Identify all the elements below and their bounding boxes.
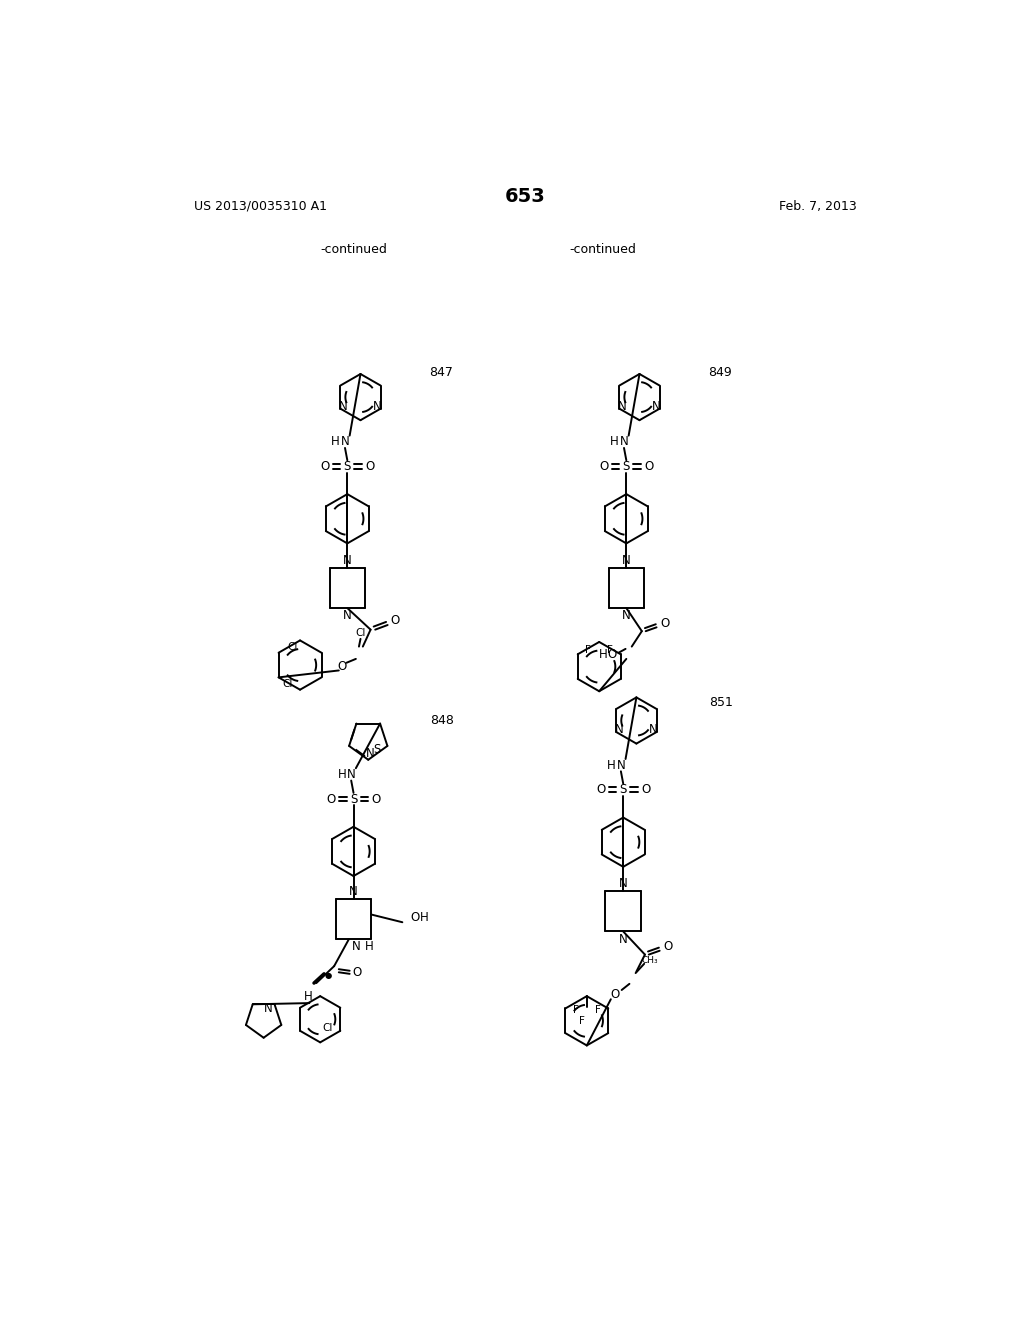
Text: O: O [644, 459, 653, 473]
Text: O: O [366, 459, 375, 473]
Text: Cl: Cl [323, 1023, 333, 1032]
Text: O: O [608, 648, 617, 661]
Text: O: O [641, 783, 650, 796]
Text: O: O [353, 966, 362, 979]
Text: N: N [343, 554, 351, 566]
Text: O: O [596, 783, 605, 796]
Text: O: O [411, 911, 420, 924]
Text: 847: 847 [429, 366, 453, 379]
Text: F: F [573, 1005, 579, 1015]
Text: N: N [618, 878, 628, 890]
Text: N: N [347, 768, 355, 781]
Text: O: O [321, 459, 330, 473]
Text: H: H [610, 436, 620, 449]
Text: N: N [339, 400, 348, 413]
Text: N: N [620, 436, 629, 449]
Text: Cl: Cl [283, 678, 293, 689]
Text: N: N [618, 933, 628, 945]
Text: H: H [332, 436, 340, 449]
Text: N: N [652, 400, 660, 413]
Text: -continued: -continued [321, 243, 387, 256]
Text: O: O [391, 614, 400, 627]
Text: S: S [623, 459, 630, 473]
Text: -continued: -continued [569, 243, 637, 256]
Text: N: N [622, 610, 631, 622]
Text: F: F [607, 644, 613, 655]
Text: US 2013/0035310 A1: US 2013/0035310 A1 [194, 199, 327, 213]
Text: F: F [595, 1005, 601, 1015]
Text: N: N [343, 610, 351, 622]
Text: O: O [327, 792, 336, 805]
Text: Feb. 7, 2013: Feb. 7, 2013 [778, 199, 856, 213]
Text: O: O [660, 616, 670, 630]
Text: N: N [264, 1002, 272, 1015]
Text: N: N [366, 747, 374, 760]
Text: N: N [341, 436, 349, 449]
Text: 848: 848 [430, 714, 454, 727]
Text: H: H [338, 768, 346, 781]
Text: 653: 653 [505, 187, 545, 206]
Text: O: O [664, 940, 673, 953]
Text: O: O [337, 660, 346, 673]
Text: O: O [372, 792, 381, 805]
Text: 851: 851 [710, 696, 733, 709]
Text: Cl: Cl [288, 642, 298, 652]
Text: N: N [373, 400, 382, 413]
Text: H: H [365, 940, 374, 953]
Text: F: F [586, 644, 591, 655]
Text: H: H [303, 990, 312, 1003]
Text: N: N [615, 723, 624, 737]
Text: Cl: Cl [355, 628, 366, 639]
Text: 849: 849 [708, 366, 731, 379]
Text: N: N [649, 723, 657, 737]
Text: ●: ● [325, 972, 332, 979]
Text: O: O [599, 459, 608, 473]
Text: N: N [622, 554, 631, 566]
Text: N: N [352, 940, 361, 953]
Text: CH₃: CH₃ [641, 956, 657, 965]
Text: H: H [420, 911, 428, 924]
Text: O: O [611, 989, 621, 1001]
Text: N: N [618, 400, 627, 413]
Text: H: H [607, 759, 616, 772]
Text: N: N [349, 884, 358, 898]
Text: H: H [599, 648, 607, 661]
Text: N: N [616, 759, 626, 772]
Text: S: S [350, 792, 357, 805]
Text: S: S [373, 743, 380, 756]
Text: F: F [580, 1016, 585, 1026]
Text: S: S [344, 459, 351, 473]
Text: S: S [620, 783, 627, 796]
